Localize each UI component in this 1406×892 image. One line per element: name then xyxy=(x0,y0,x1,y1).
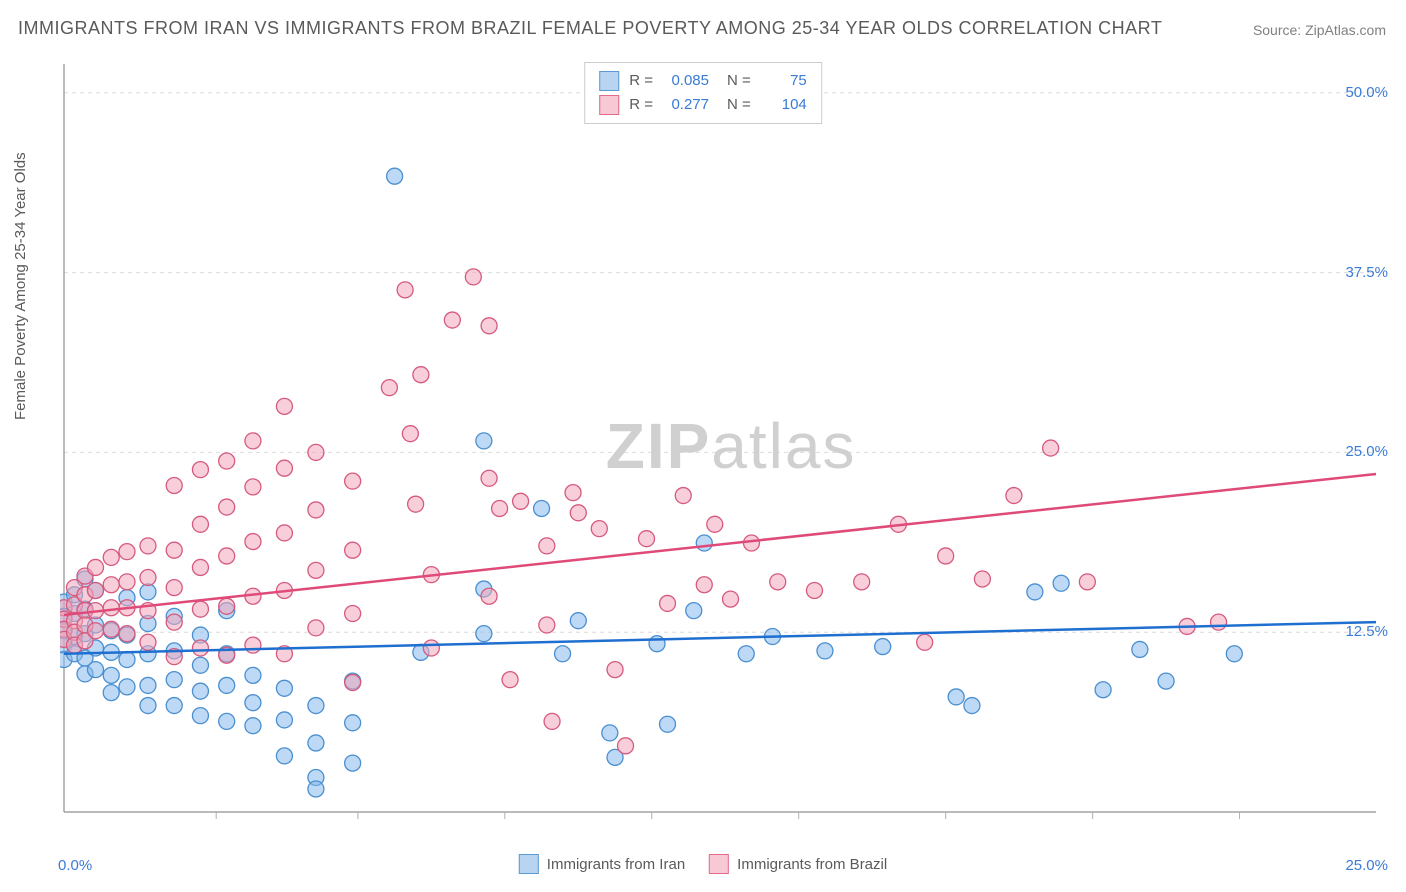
legend-swatch xyxy=(599,95,619,115)
legend-row: R = 0.085 N = 75 xyxy=(599,69,807,93)
legend-item: Immigrants from Iran xyxy=(519,854,685,874)
legend-swatch xyxy=(709,854,729,874)
legend-swatch xyxy=(599,71,619,91)
y-tick-label: 50.0% xyxy=(1345,84,1388,101)
r-label: R = xyxy=(629,93,653,117)
n-label: N = xyxy=(727,93,751,117)
legend-item: Immigrants from Brazil xyxy=(709,854,887,874)
r-label: R = xyxy=(629,69,653,93)
y-tick-label: 25.0% xyxy=(1345,443,1388,460)
series-legend: Immigrants from Iran Immigrants from Braz… xyxy=(519,854,887,874)
x-axis-max-label: 25.0% xyxy=(1345,857,1388,874)
correlation-legend: R = 0.085 N = 75 R = 0.277 N = 104 xyxy=(584,62,822,124)
legend-swatch xyxy=(519,854,539,874)
n-label: N = xyxy=(727,69,751,93)
y-tick-label: 12.5% xyxy=(1345,623,1388,640)
scatter-chart xyxy=(60,60,1380,820)
legend-label: Immigrants from Iran xyxy=(547,856,685,873)
n-value: 104 xyxy=(761,93,807,117)
source-attribution: Source: ZipAtlas.com xyxy=(1253,22,1386,38)
r-value: 0.085 xyxy=(663,69,709,93)
chart-title: IMMIGRANTS FROM IRAN VS IMMIGRANTS FROM … xyxy=(18,18,1162,39)
r-value: 0.277 xyxy=(663,93,709,117)
legend-row: R = 0.277 N = 104 xyxy=(599,93,807,117)
x-axis-origin-label: 0.0% xyxy=(58,857,92,874)
y-axis-label: Female Poverty Among 25-34 Year Olds xyxy=(12,152,29,420)
y-tick-label: 37.5% xyxy=(1345,264,1388,281)
n-value: 75 xyxy=(761,69,807,93)
legend-label: Immigrants from Brazil xyxy=(737,856,887,873)
